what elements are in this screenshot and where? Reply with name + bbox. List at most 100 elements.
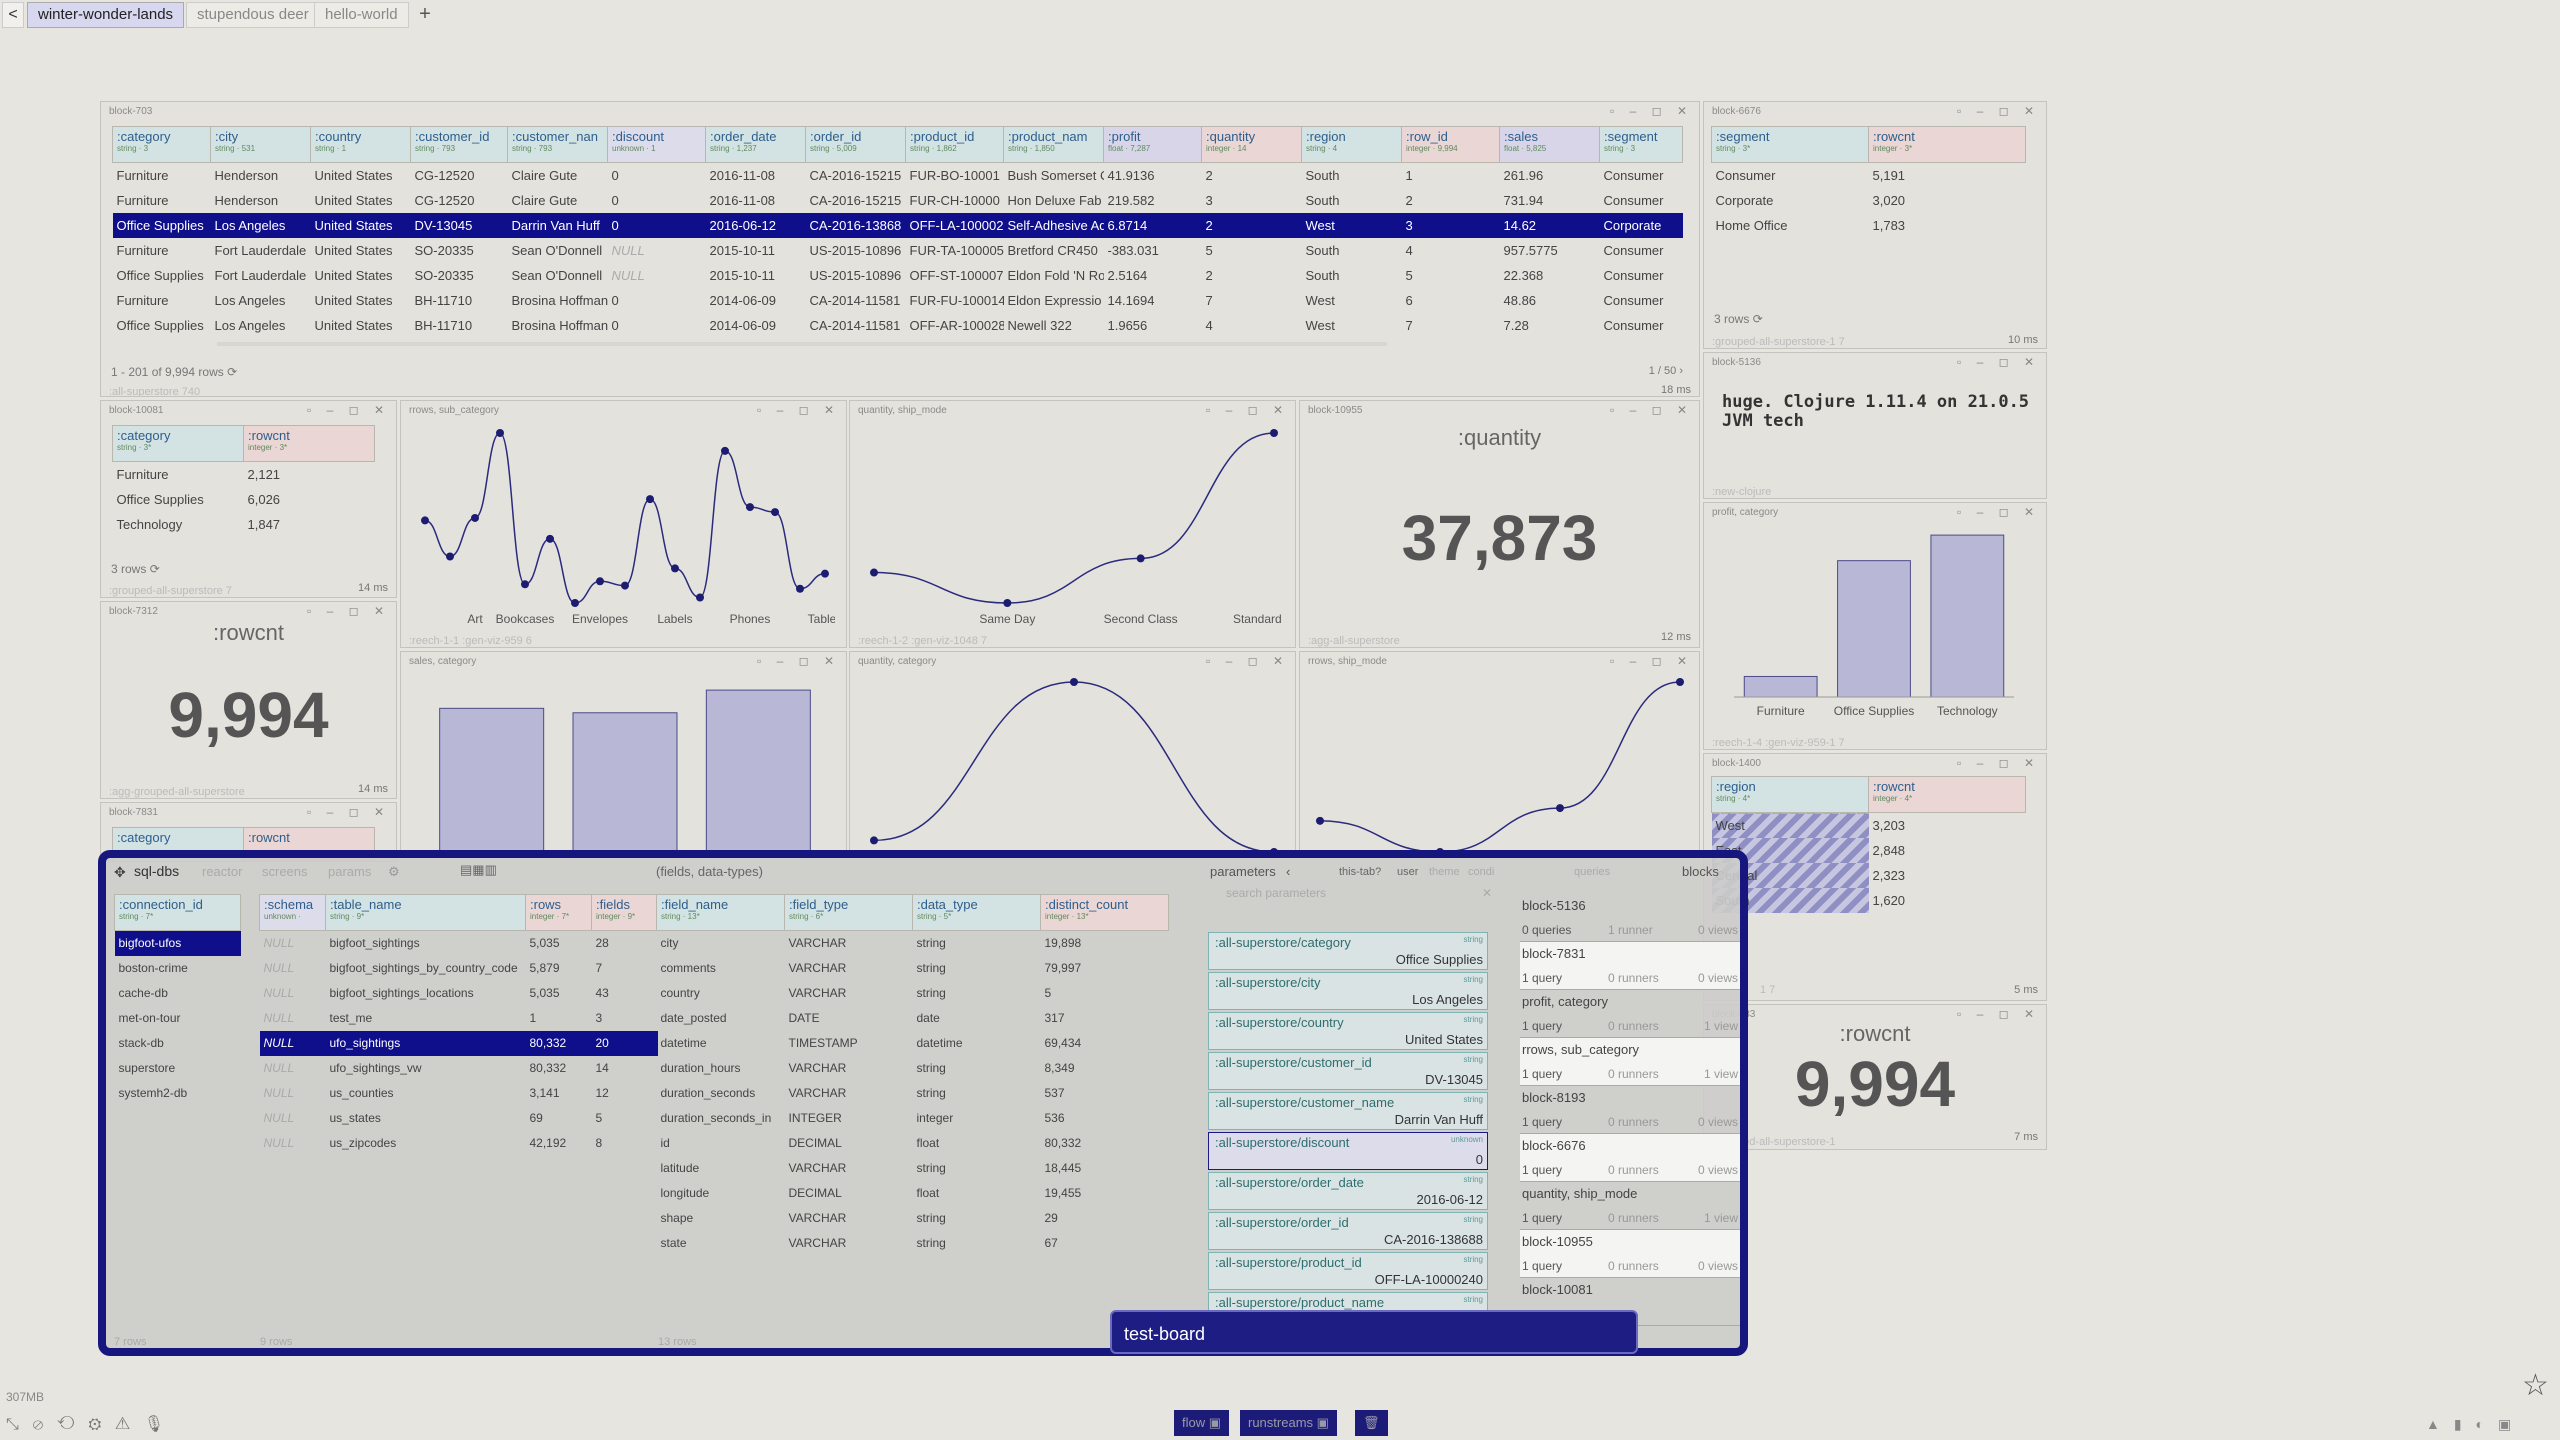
table-row[interactable]: NULL ufo_sightings_vw 80,332 14 — [260, 1056, 658, 1081]
column-header[interactable]: :rowcnt integer · 4* — [1868, 776, 2026, 813]
column-header[interactable]: :category string · 3* — [112, 425, 244, 462]
rows-subcategory-chart[interactable]: Art Bookcases Envelopes Labels Phones Tables — [415, 423, 835, 633]
table-row[interactable]: NULL ufo_sightings 80,332 20 — [259, 1030, 658, 1056]
column-header[interactable]: :field_type string · 6* — [784, 894, 913, 931]
column-header[interactable]: :city string · 531 — [210, 126, 311, 163]
column-header[interactable]: :profit float · 7,287 — [1103, 126, 1202, 163]
panel-window-controls[interactable]: ▫ – ◻ ✕ — [1957, 1007, 2040, 1021]
table-row[interactable]: Central2,323 — [1711, 862, 2026, 888]
table-row[interactable]: Furniture 2,121 — [113, 462, 375, 487]
table-row[interactable]: state VARCHAR string 67 — [657, 1231, 1169, 1256]
data-grid[interactable]: :category:rowcnt — [112, 827, 375, 861]
column-header[interactable]: :table_name string · 9* — [325, 894, 526, 931]
refresh-icon[interactable]: ⟳ — [149, 562, 160, 576]
column-header[interactable]: :customer_nan string · 793 — [507, 126, 608, 163]
panel-window-controls[interactable]: ▫ – ◻ ✕ — [1957, 355, 2040, 369]
horizontal-scrollbar[interactable] — [217, 342, 1387, 346]
panel-window-controls[interactable]: ▫ – ◻ ✕ — [307, 403, 390, 417]
table-row[interactable]: met-on-tour — [115, 1006, 241, 1031]
tables-grid[interactable]: :schema unknown ·:table_name string · 9*:r… — [259, 894, 658, 1156]
panel-window-controls[interactable]: ▫ – ◻ ✕ — [1610, 403, 1693, 417]
table-row[interactable]: stack-db — [115, 1031, 241, 1056]
param-item[interactable]: :all-superstore/country string United Stat… — [1208, 1012, 1488, 1050]
column-header[interactable]: :region string · 4 — [1301, 126, 1402, 163]
column-header[interactable]: :connection_id string · 7* — [114, 894, 241, 931]
table-row[interactable]: Office Supplies 6,026 — [113, 487, 375, 512]
chevron-left-icon[interactable]: ‹ — [1286, 864, 1291, 879]
block-item[interactable]: block-10955 1 query 0 runners 0 views — [1520, 1230, 1740, 1278]
panel-window-controls[interactable]: ▫ – ◻ ✕ — [1957, 104, 2040, 118]
params-search-input[interactable]: search parameters — [1226, 886, 1327, 900]
runstreams-button[interactable]: runstreams ▣ — [1240, 1410, 1337, 1436]
param-item[interactable]: :all-superstore/order_date string 2016-06-… — [1208, 1172, 1488, 1210]
param-item[interactable]: :all-superstore/category string Office Sup… — [1208, 932, 1488, 970]
param-item[interactable]: :all-superstore/customer_name string Darri… — [1208, 1092, 1488, 1130]
table-row[interactable]: Furniture Los Angeles United States BH-1171… — [113, 288, 1683, 313]
table-row[interactable]: latitude VARCHAR string 18,445 — [657, 1156, 1169, 1181]
column-header[interactable]: :order_date string · 1,237 — [705, 126, 806, 163]
panel-window-controls[interactable]: ▫ – ◻ ✕ — [757, 403, 840, 417]
table-row[interactable]: shape VARCHAR string 29 — [657, 1206, 1169, 1231]
tab-queries[interactable]: queries — [1574, 866, 1611, 878]
param-item[interactable]: :all-superstore/customer_id string DV-1304… — [1208, 1052, 1488, 1090]
table-row[interactable]: NULL us_zipcodes 42,192 8 — [260, 1131, 658, 1156]
table-row[interactable]: bigfoot-ufos — [114, 930, 241, 956]
column-header[interactable]: :distinct_count integer · 13* — [1040, 894, 1169, 931]
add-tab-button[interactable]: + — [419, 3, 431, 25]
table-row[interactable]: Furniture Henderson United States CG-12520 C… — [113, 188, 1683, 213]
table-row[interactable]: East2,848 — [1711, 837, 2026, 863]
column-header[interactable]: :order_id string · 5,009 — [805, 126, 906, 163]
table-row[interactable]: systemh2-db — [115, 1081, 241, 1106]
param-item[interactable]: :all-superstore/city string Los Angeles — [1208, 972, 1488, 1010]
scope-this-tab[interactable]: this-tab? — [1339, 866, 1382, 878]
fields-grid[interactable]: :field_name string · 13*:field_type string… — [656, 894, 1169, 1256]
panel-window-controls[interactable]: ▫ – ◻ ✕ — [307, 805, 390, 819]
panel-window-controls[interactable]: ▫ – ◻ ✕ — [1610, 104, 1693, 118]
star-icon[interactable]: ☆ — [2522, 1369, 2549, 1402]
block-item[interactable]: block-6676 1 query 0 runners 0 views — [1520, 1134, 1740, 1182]
board-name-input[interactable]: test-board — [1110, 1310, 1638, 1354]
table-row[interactable]: West 3,203 — [1711, 812, 2026, 838]
table-row[interactable]: superstore — [115, 1056, 241, 1081]
refresh-icon[interactable]: ⟳ — [1752, 312, 1763, 326]
block-item[interactable]: profit, category 1 query 0 runners 1 view — [1520, 990, 1740, 1038]
tab-reactor[interactable]: reactor — [202, 864, 243, 879]
table-row[interactable]: longitude DECIMAL float 19,455 — [657, 1181, 1169, 1206]
column-header[interactable]: :region string · 4* — [1711, 776, 1869, 813]
column-header[interactable]: :field_name string · 13* — [656, 894, 785, 931]
scope-user[interactable]: user — [1397, 866, 1419, 878]
connections-grid[interactable]: :connection_id string · 7* bigfoot-ufos bos… — [114, 894, 241, 1106]
column-header[interactable]: :schema unknown · — [259, 894, 326, 931]
column-header[interactable]: :product_id string · 1,862 — [905, 126, 1004, 163]
tab-blocks[interactable]: blocks — [1682, 864, 1719, 879]
refresh-icon[interactable]: ⟳ — [227, 365, 238, 379]
table-row[interactable]: datetime TIMESTAMP datetime 69,434 — [657, 1031, 1169, 1056]
rows-shipmode-chart[interactable]: Same DayStandard Class — [1310, 672, 1690, 851]
panel-window-controls[interactable]: ▫ – ◻ ✕ — [1957, 756, 2040, 770]
table-row[interactable]: Home Office 1,783 — [1712, 213, 2026, 238]
flow-button[interactable]: flow ▣ — [1174, 1410, 1230, 1436]
trash-icon[interactable]: 🗑 — [1355, 1410, 1388, 1436]
tab-hello-world[interactable]: hello-world — [314, 2, 409, 28]
tab-params[interactable]: params — [328, 864, 372, 879]
tab-stupendous-deer[interactable]: stupendous deer — [186, 2, 320, 28]
tab-screens[interactable]: screens — [262, 864, 308, 879]
table-row[interactable]: duration_hours VARCHAR string 8,349 — [657, 1056, 1169, 1081]
panel-window-controls[interactable]: ▫ – ◻ ✕ — [307, 604, 390, 618]
data-grid[interactable]: :segment string · 3*:rowcnt integer · 3* Co… — [1711, 126, 2026, 238]
table-row[interactable]: cache-db — [115, 981, 241, 1006]
block-item[interactable]: block-7831 1 query 0 runners 0 views — [1520, 942, 1740, 990]
table-row[interactable]: NULL bigfoot_sightings_locations 5,035 43 — [260, 981, 658, 1006]
table-row[interactable]: Furniture Henderson United States CG-12520 C… — [113, 163, 1683, 188]
toolbar-icons[interactable]: ⤡⊘⟲⚙⚠🎙 — [6, 1416, 179, 1433]
column-header[interactable]: :discount unknown · 1 — [607, 126, 706, 163]
scope-condi[interactable]: condi — [1468, 866, 1495, 878]
column-header[interactable]: :rowcnt integer · 3* — [1868, 126, 2026, 163]
column-header[interactable]: :quantity integer · 14 — [1201, 126, 1302, 163]
table-row[interactable]: id DECIMAL float 80,332 — [657, 1131, 1169, 1156]
table-row[interactable]: boston-crime — [115, 956, 241, 981]
pager[interactable]: 1 / 50 › — [1648, 365, 1683, 377]
column-header[interactable]: :segment string · 3* — [1711, 126, 1869, 163]
